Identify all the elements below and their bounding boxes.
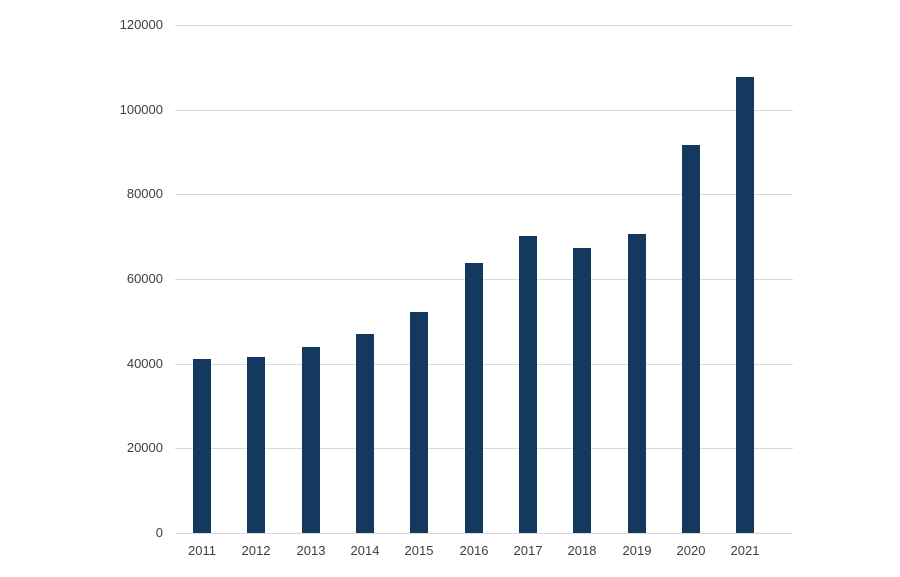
bar-2020 [682,145,700,533]
x-axis-tick-label: 2021 [730,543,760,558]
bar-2012 [247,357,265,533]
bar-2016 [465,263,483,533]
y-axis-tick-label: 100000 [119,102,163,117]
bar-2019 [628,234,646,533]
bar-2013 [302,347,320,533]
bar-2017 [519,236,537,533]
bar-2021 [736,77,754,533]
x-axis-tick-label: 2017 [513,543,543,558]
bar-2014 [356,334,374,533]
gridline-120000 [175,25,793,26]
gridline-80000 [175,194,793,195]
y-axis-tick-label: 60000 [126,271,163,286]
x-axis-tick-label: 2020 [676,543,706,558]
bar-2015 [410,312,428,533]
y-axis-tick-label: 40000 [126,356,163,371]
x-axis-tick-label: 2012 [241,543,271,558]
y-axis-tick-label: 0 [155,525,163,540]
y-axis-tick-label: 120000 [119,17,163,32]
y-axis-tick-label: 80000 [126,186,163,201]
x-axis-tick-label: 2013 [296,543,326,558]
gridline-100000 [175,110,793,111]
x-axis-tick-label: 2015 [404,543,434,558]
bar-2011 [193,359,211,533]
bar-2018 [573,248,591,533]
x-axis-tick-label: 2016 [459,543,489,558]
x-axis-tick-label: 2019 [622,543,652,558]
gridline-20000 [175,448,793,449]
x-axis-tick-label: 2014 [350,543,380,558]
gridline-0 [175,533,793,534]
x-axis-tick-label: 2018 [567,543,597,558]
gridline-40000 [175,364,793,365]
gridline-60000 [175,279,793,280]
y-axis-tick-label: 20000 [126,440,163,455]
x-axis-tick-label: 2011 [188,543,216,558]
